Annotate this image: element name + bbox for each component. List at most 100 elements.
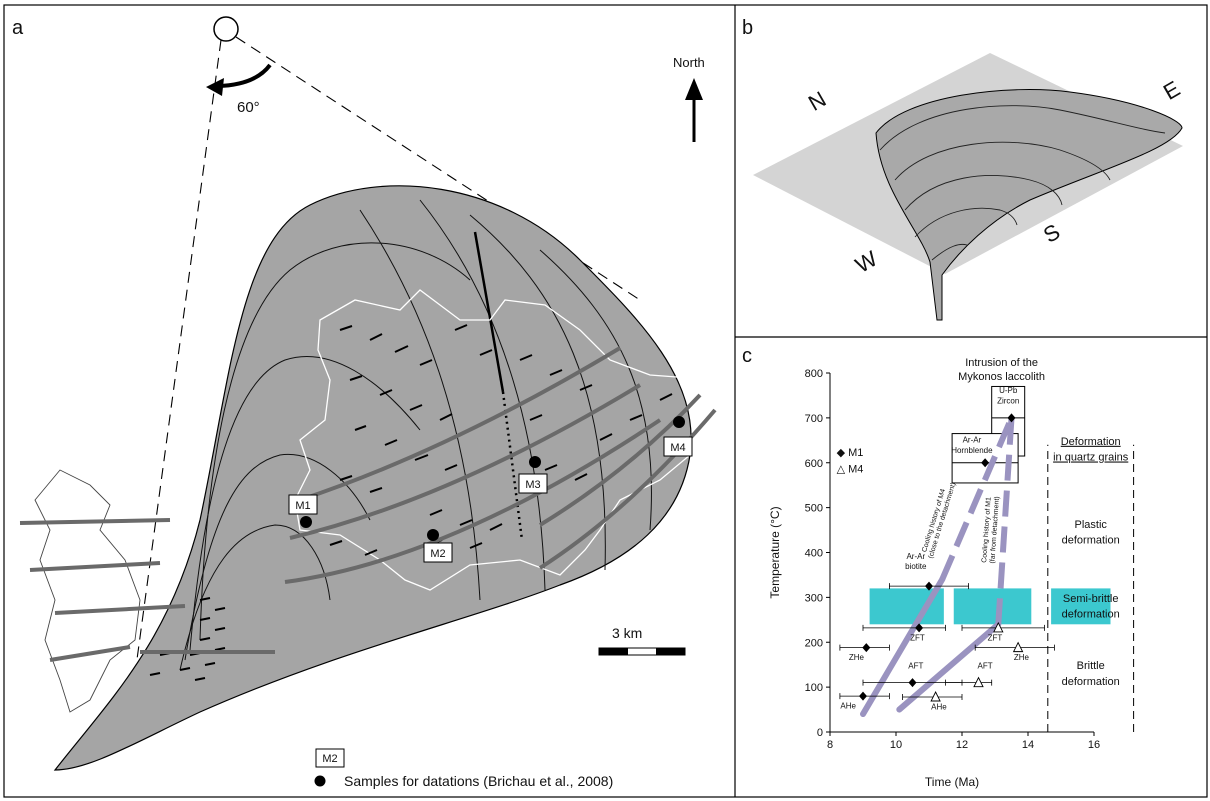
data-label: biotite — [905, 562, 927, 571]
deformation-header: in quartz grains — [1053, 452, 1129, 464]
data-label: ZFT — [910, 633, 925, 642]
data-label: AHe — [931, 703, 947, 712]
x-tick-label: 12 — [956, 739, 968, 751]
laccolith-3d-body — [875, 89, 1183, 321]
data-point-m1 — [908, 678, 917, 688]
sample-m3: M3 — [518, 456, 548, 494]
figure-border — [3, 4, 1208, 798]
panel-a-legend: M2 Samples for datations (Brichau et al.… — [314, 748, 613, 789]
fault-line-dotted — [501, 391, 524, 541]
laccolith-3d-contours — [879, 105, 1166, 261]
data-label: ZHe — [849, 653, 865, 662]
scale-label: 3 km — [612, 625, 642, 641]
rotation-arrowhead — [206, 78, 224, 96]
data-label: AFT — [978, 661, 993, 670]
data-point-m1 — [862, 643, 871, 653]
y-axis-label: Temperature (°C) — [768, 506, 782, 598]
data-point-m1 — [915, 623, 924, 633]
data-point-m1 — [925, 581, 933, 591]
data-point-m4 — [993, 621, 1004, 633]
compass-e: E — [1159, 76, 1184, 105]
panel-c: c 8 10 12 14 16 0 100 200 300 400 500 600 700 800 Time… — [742, 345, 1135, 789]
sample-dot — [300, 516, 312, 528]
data-point-m4 — [930, 690, 941, 702]
brittle-label: Brittle — [1077, 660, 1105, 672]
cooling-path-m1-label: Cooling history of M1 — [981, 497, 993, 563]
sample-label: M2 — [430, 548, 445, 560]
sample-label: M1 — [295, 500, 310, 512]
rotation-pivot-icon — [213, 16, 239, 42]
scale-bar — [598, 647, 686, 656]
compass-w: W — [851, 246, 882, 278]
x-tick-label: 14 — [1022, 739, 1034, 751]
rotation-angle-label: 60° — [237, 99, 260, 116]
x-tick-label: 16 — [1088, 739, 1100, 751]
upb-zircon-label: U-Pb — [999, 386, 1018, 395]
y-tick-label: 300 — [805, 592, 823, 604]
sample-label: M4 — [670, 442, 685, 454]
compass-n: N — [804, 86, 830, 116]
fracture-ticks-west — [149, 597, 226, 681]
x-tick-label: 8 — [827, 739, 833, 751]
legend-samples-label: Samples for datations (Brichau et al., 2… — [344, 773, 613, 789]
y-tick-label: 200 — [805, 637, 823, 649]
data-point-m1 — [859, 691, 867, 701]
legend-sample-dot — [314, 775, 326, 787]
data-label: AHe — [840, 702, 856, 711]
plastic-label: Plastic — [1074, 519, 1107, 531]
dashed-guide-left — [129, 39, 222, 712]
laccolith-contours — [179, 199, 653, 671]
cooling-path-m4 — [860, 576, 946, 718]
data-label: AFT — [908, 661, 923, 670]
intrusion-annotation: Intrusion of the — [965, 357, 1038, 369]
data-point-m4 — [1012, 641, 1024, 653]
y-tick-label: 700 — [805, 413, 823, 425]
data-point-m1 — [981, 458, 990, 468]
upb-zircon-label: Zircon — [997, 397, 1019, 406]
legend-m4: △ M4 — [837, 464, 864, 476]
profile-bands — [19, 346, 717, 662]
data-label: ZHe — [1014, 653, 1030, 662]
data-label: ZFT — [988, 633, 1003, 642]
semi-brittle-band — [1051, 588, 1111, 625]
hornblende-label: Ar-Ar — [963, 436, 982, 445]
island-outline-west — [34, 469, 141, 713]
data-label: Ar-Ar — [906, 552, 925, 561]
fracture-ticks — [329, 324, 673, 556]
panel-a-label: a — [12, 17, 24, 39]
plastic-label: deformation — [1062, 535, 1120, 547]
sample-m4: M4 — [663, 416, 693, 457]
deformation-header: Deformation — [1061, 436, 1121, 448]
panel-a: a 60° North — [12, 16, 717, 789]
sample-box — [423, 542, 453, 563]
legend-sample-box-label: M2 — [322, 753, 337, 765]
y-tick-label: 800 — [805, 368, 823, 380]
y-tick-label: 400 — [805, 548, 823, 560]
cooling-path-m1-label: (far from detachment) — [989, 496, 1001, 564]
hornblende-label: Hornblende — [951, 446, 993, 455]
semi-brittle-label: Semi-brittle — [1063, 593, 1119, 605]
data-point-m4 — [973, 676, 984, 688]
north-label: North — [673, 55, 705, 70]
sample-box — [288, 494, 318, 515]
cooling-path-m1 — [896, 621, 1002, 713]
temperature-time-chart: 8 10 12 14 16 0 100 200 300 400 500 600 700 800 Time (… — [768, 357, 1135, 789]
legend-sample-box — [315, 748, 345, 768]
panel-c-label: c — [742, 345, 752, 367]
data-point-m1 — [1007, 413, 1016, 423]
fault-line — [473, 231, 505, 393]
legend-m1: ◆ M1 — [837, 447, 864, 459]
y-tick-label: 100 — [805, 682, 823, 694]
y-tick-label: 500 — [805, 503, 823, 515]
brittle-label: deformation — [1062, 676, 1120, 688]
y-tick-label: 600 — [805, 458, 823, 470]
semi-brittle-label: deformation — [1062, 609, 1120, 621]
panel-b-label: b — [742, 17, 753, 39]
y-tick-label: 0 — [817, 727, 823, 739]
sample-box — [518, 473, 548, 494]
sample-label: M3 — [525, 479, 540, 491]
x-tick-label: 10 — [890, 739, 902, 751]
x-axis-label: Time (Ma) — [925, 775, 979, 789]
sample-dot — [673, 416, 685, 428]
